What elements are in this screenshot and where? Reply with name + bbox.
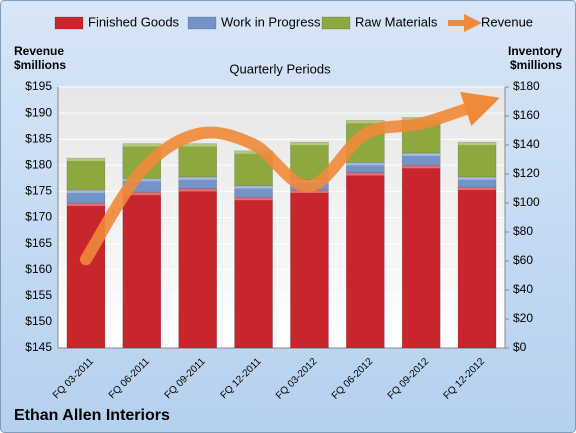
y-tick-label: $145 — [25, 340, 52, 354]
y2-tick-label: $140 — [513, 137, 540, 151]
bar-segment — [401, 165, 441, 349]
y2-tick-label: $20 — [513, 311, 533, 325]
y-tick-label: $170 — [25, 210, 52, 224]
y2-tick-label: $80 — [513, 224, 533, 238]
y2-axis-label: Inventory — [508, 44, 562, 58]
bar-highlight — [458, 176, 497, 180]
y2-tick-label: $40 — [513, 282, 533, 296]
bar-highlight — [122, 143, 161, 147]
legend-label: Revenue — [481, 14, 533, 29]
legend-swatch — [187, 16, 217, 30]
bar-highlight — [178, 143, 217, 147]
bar-highlight — [402, 165, 441, 169]
bar-highlight — [122, 192, 161, 196]
y-tick-label: $155 — [25, 288, 52, 302]
bar-highlight — [346, 172, 385, 176]
bar-highlight — [458, 187, 497, 191]
y-tick-label: $185 — [25, 131, 52, 145]
bar-highlight — [178, 176, 217, 180]
y-tick-label: $160 — [25, 262, 52, 276]
y-tick-label: $150 — [25, 314, 52, 328]
bar-highlight — [66, 203, 105, 206]
bar-segment — [178, 188, 217, 349]
legend-swatch — [54, 16, 84, 30]
bar-highlight — [234, 185, 273, 189]
bar-highlight — [234, 150, 273, 154]
bar-highlight — [66, 189, 105, 193]
bar-segment — [290, 189, 329, 349]
bar-segment — [457, 186, 497, 349]
y-tick-label: $175 — [25, 184, 52, 198]
bar-segment — [346, 172, 385, 349]
y-tick-label: $190 — [25, 105, 52, 119]
chart-title: Quarterly Periods — [229, 61, 331, 76]
y-axis-label: Revenue — [14, 44, 64, 58]
y2-tick-label: $100 — [513, 195, 540, 209]
bar-segment — [178, 143, 217, 178]
revenue-line — [79, 91, 500, 266]
bar-highlight — [234, 197, 273, 201]
y-axis-label: $millions — [14, 58, 66, 72]
y-tick-label: $165 — [25, 236, 52, 250]
bar-highlight — [66, 158, 105, 162]
legend-label: Finished Goods — [88, 14, 180, 29]
bar-segment — [457, 141, 497, 178]
y2-tick-label: $60 — [513, 253, 533, 267]
legend-swatch — [321, 16, 351, 30]
legend-label: Raw Materials — [355, 14, 438, 29]
y2-tick-label: $0 — [513, 340, 527, 354]
bar-highlight — [178, 188, 217, 192]
y-tick-label: $195 — [25, 79, 52, 93]
bar-highlight — [290, 142, 329, 146]
y2-tick-label: $120 — [513, 166, 540, 180]
bar-segment — [122, 191, 162, 349]
footer: Ethan Allen Interiors — [14, 407, 170, 424]
bar-highlight — [402, 152, 441, 156]
y2-tick-label: $180 — [513, 79, 540, 93]
bar-highlight — [458, 142, 497, 146]
bar-segment — [234, 196, 273, 349]
y2-axis-label: $millions — [510, 58, 562, 72]
legend-label: Work in Progress — [221, 14, 321, 29]
y-tick-label: $180 — [25, 157, 52, 171]
y2-tick-label: $160 — [513, 108, 540, 122]
bar-highlight — [346, 120, 385, 124]
bar-segment — [66, 157, 106, 191]
bar-highlight — [346, 162, 385, 166]
